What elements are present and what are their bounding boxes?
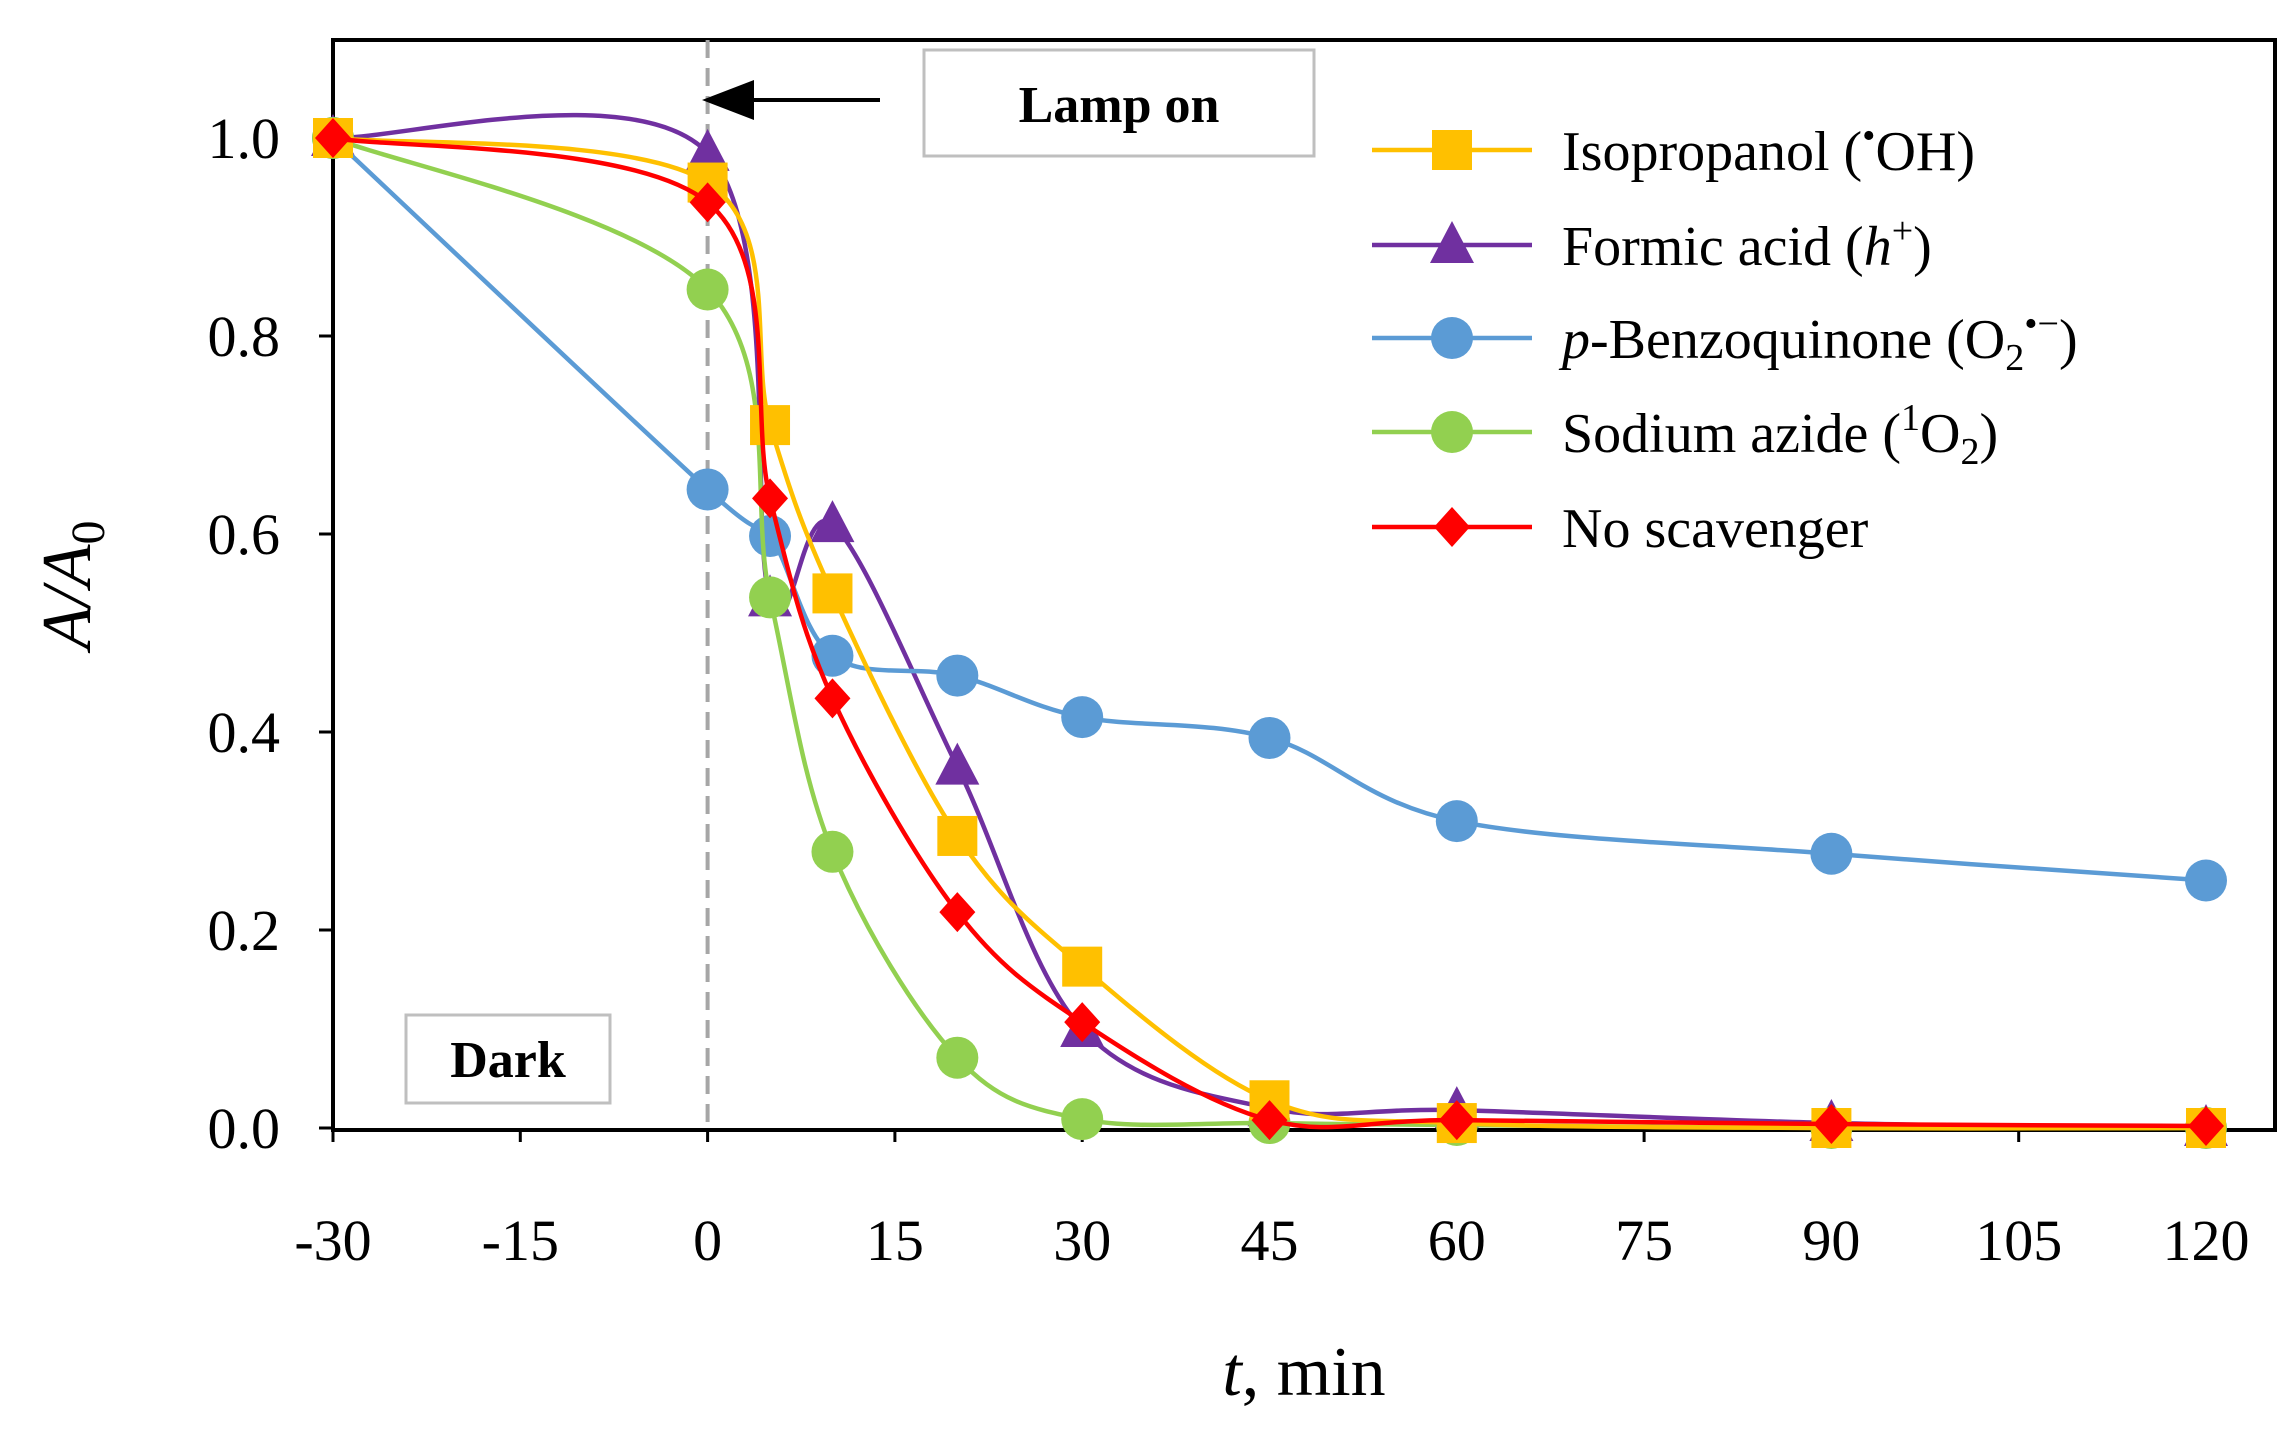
x-tick-label: 90 bbox=[1802, 1208, 1860, 1273]
legend-item: Sodium azide (1O2) bbox=[1372, 397, 1998, 473]
data-point bbox=[810, 500, 855, 543]
x-tick-label: 30 bbox=[1053, 1208, 1111, 1273]
legend-label: Isopropanol (•OH) bbox=[1562, 115, 1975, 183]
y-tick-label: 0.4 bbox=[208, 700, 281, 765]
data-point bbox=[1061, 696, 1104, 739]
legend-item: Formic acid (h+) bbox=[1372, 210, 1932, 278]
data-point bbox=[811, 830, 854, 873]
data-point bbox=[1435, 800, 1478, 843]
x-tick-label: -30 bbox=[294, 1208, 371, 1273]
x-tick-label: 75 bbox=[1615, 1208, 1673, 1273]
data-point bbox=[1251, 1100, 1288, 1141]
legend-item: Isopropanol (•OH) bbox=[1372, 115, 1975, 183]
data-point bbox=[686, 468, 729, 511]
data-point bbox=[1813, 1104, 1850, 1145]
legend-label: Formic acid (h+) bbox=[1562, 210, 1932, 278]
data-point bbox=[750, 405, 791, 446]
y-axis-title: A/A0 bbox=[29, 521, 115, 654]
legend-label: Sodium azide (1O2) bbox=[1562, 397, 1998, 473]
data-point bbox=[939, 892, 976, 933]
series-no-scavenger bbox=[315, 118, 2224, 1147]
y-tick-label: 0.0 bbox=[208, 1096, 281, 1161]
y-tick-label: 0.8 bbox=[208, 304, 281, 369]
lamp-on-label: Lamp on bbox=[1019, 77, 1220, 134]
data-point bbox=[1062, 946, 1103, 987]
data-point bbox=[2188, 1106, 2224, 1147]
legend-item: p-Benzoquinone (O2•−) bbox=[1372, 303, 2078, 379]
x-tick-label: -15 bbox=[482, 1208, 559, 1273]
series-sodium-azide bbox=[312, 117, 2227, 1149]
y-tick-label: 0.2 bbox=[208, 898, 281, 963]
x-axis-title: t, min bbox=[1222, 1334, 1385, 1411]
x-tick-label: 0 bbox=[693, 1208, 722, 1273]
x-tick-label: 120 bbox=[2163, 1208, 2250, 1273]
legend-label: No scavenger bbox=[1562, 498, 1869, 560]
data-point bbox=[2185, 859, 2227, 902]
data-point bbox=[1438, 1100, 1475, 1141]
data-point bbox=[814, 678, 851, 719]
data-point bbox=[936, 654, 979, 697]
legend-item: No scavenger bbox=[1372, 498, 1869, 560]
series-line bbox=[332, 135, 2207, 1130]
data-point bbox=[1810, 832, 1853, 875]
data-point bbox=[315, 118, 351, 158]
legend-label: p-Benzoquinone (O2•−) bbox=[1558, 303, 2078, 379]
data-point bbox=[937, 815, 978, 856]
series-isopropanol bbox=[313, 118, 2226, 1148]
lamp-on-box bbox=[922, 48, 1316, 158]
x-tick-label: 60 bbox=[1428, 1208, 1486, 1273]
lamp-on-arrowhead bbox=[702, 80, 754, 120]
data-point bbox=[1061, 1098, 1104, 1141]
y-tick-label: 1.0 bbox=[208, 106, 281, 171]
legend-marker bbox=[1432, 130, 1472, 170]
x-tick-label: 105 bbox=[1975, 1208, 2062, 1273]
data-point bbox=[812, 573, 853, 614]
axis-layer: -30 -15 0 15 30 45 60 75 90 105 120 0.0 0.2 0.4 0.6 0.8… bbox=[208, 106, 2250, 1273]
data-point bbox=[749, 576, 792, 619]
x-tick-label: 15 bbox=[866, 1208, 924, 1273]
data-point bbox=[752, 478, 789, 519]
data-point bbox=[935, 742, 980, 785]
series-line bbox=[332, 135, 2207, 1131]
legend-marker bbox=[1434, 507, 1470, 547]
dark-box bbox=[404, 1013, 612, 1105]
x-tick-label: 45 bbox=[1241, 1208, 1299, 1273]
data-point bbox=[811, 634, 854, 677]
data-point bbox=[936, 1036, 979, 1079]
legend-marker bbox=[1430, 221, 1474, 263]
plot-frame bbox=[331, 38, 2277, 1132]
legend-marker bbox=[1431, 411, 1473, 453]
legend-marker bbox=[1431, 317, 1473, 359]
series-line bbox=[332, 135, 2207, 1131]
data-point bbox=[1248, 716, 1291, 759]
dark-label: Dark bbox=[450, 1032, 566, 1089]
y-tick-label: 0.6 bbox=[208, 502, 281, 567]
series-layer bbox=[311, 112, 2228, 1149]
series-p-benzoquinone bbox=[312, 117, 2227, 902]
series-formic-acid bbox=[311, 112, 2228, 1146]
data-point bbox=[686, 268, 729, 311]
data-point bbox=[1064, 1002, 1101, 1043]
legend-layer: Isopropanol (•OH) Formic acid (h+) p-Benzo… bbox=[1372, 115, 2078, 560]
data-point bbox=[685, 128, 730, 171]
data-point bbox=[689, 182, 726, 223]
